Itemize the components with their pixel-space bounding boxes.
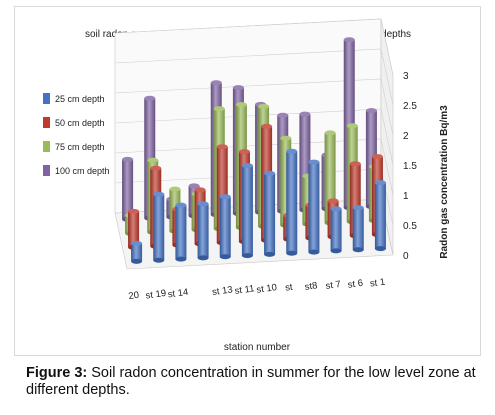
bar-25-cm-depth xyxy=(175,202,187,262)
legend-label: 50 cm depth xyxy=(55,118,105,128)
legend-label: 100 cm depth xyxy=(55,166,110,176)
x-tick-label: st 19 xyxy=(145,288,167,302)
y-tick-label: 0.5 xyxy=(403,221,417,232)
x-tick-label: st xyxy=(284,282,293,294)
chart-svg: soil radon concentration in summer for t… xyxy=(43,18,450,353)
bar-25-cm-depth xyxy=(219,194,231,260)
legend-label: 25 cm depth xyxy=(55,94,105,104)
x-tick-label: 20 xyxy=(128,290,140,302)
x-tick-label: st 7 xyxy=(325,279,342,292)
bars xyxy=(122,37,386,264)
caption-text: Soil radon concentration in summer for t… xyxy=(26,365,476,398)
x-axis-label: station number xyxy=(224,342,291,353)
y-tick-label: 2.5 xyxy=(403,101,417,112)
x-tick-label: st8 xyxy=(304,280,318,293)
legend-swatch xyxy=(43,93,50,104)
y-tick-label: 3 xyxy=(403,71,409,82)
bar-25-cm-depth xyxy=(374,180,386,252)
x-tick-label: st 10 xyxy=(256,282,278,296)
x-tick-label: st 1 xyxy=(369,277,386,290)
bar-25-cm-depth xyxy=(264,170,276,257)
legend-swatch xyxy=(43,141,50,152)
bar-25-cm-depth xyxy=(241,163,253,259)
bar-25-cm-depth xyxy=(330,206,342,254)
caption-label: Figure 3: xyxy=(26,365,88,381)
legend: 25 cm depth 50 cm depth 75 cm depth 100 cm … xyxy=(43,93,110,176)
x-tick-label: st 6 xyxy=(347,278,364,291)
gridline xyxy=(114,108,394,166)
figure-caption: Figure 3: Soil radon concentration in su… xyxy=(26,365,478,399)
legend-swatch xyxy=(43,165,50,176)
y-tick-label: 0 xyxy=(403,251,409,262)
gridline xyxy=(114,48,394,106)
gridline xyxy=(114,138,394,196)
gridline xyxy=(114,18,394,76)
gridline xyxy=(114,78,394,136)
y-axis-ticks: 0 0.5 1 1.5 2 2.5 3 xyxy=(403,71,417,262)
y-tick-label: 1.5 xyxy=(403,161,417,172)
x-tick-label: st 11 xyxy=(234,283,255,297)
bar-25-cm-depth xyxy=(352,205,364,253)
bar-25-cm-depth xyxy=(153,191,165,263)
x-tick-label: st 13 xyxy=(211,284,233,298)
legend-swatch xyxy=(43,117,50,128)
y-tick-label: 2 xyxy=(403,131,409,142)
y-tick-label: 1 xyxy=(403,191,409,202)
bar-25-cm-depth xyxy=(131,240,143,264)
chart-frame: soil radon concentration in summer for t… xyxy=(14,6,481,356)
bar-25-cm-depth xyxy=(286,148,298,256)
x-tick-label: st 14 xyxy=(167,287,189,301)
legend-label: 75 cm depth xyxy=(55,142,105,152)
y-axis-label: Radon gas concentration Bq/m3 xyxy=(439,105,450,259)
bar-25-cm-depth xyxy=(197,201,209,261)
bar-25-cm-depth xyxy=(308,159,320,255)
